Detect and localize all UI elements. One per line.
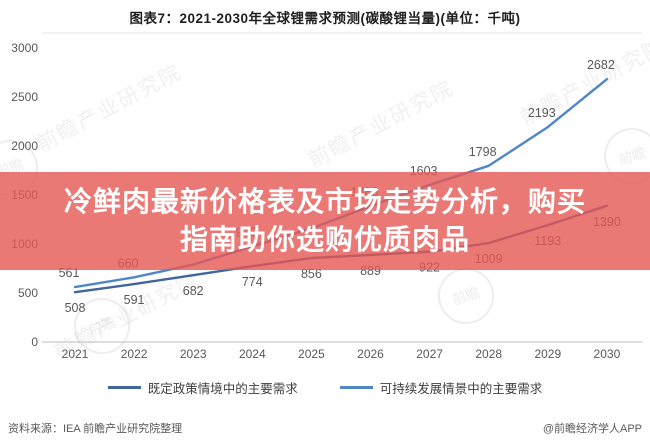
svg-text:2028: 2028: [475, 347, 502, 361]
legend-label: 既定政策情境中的主要需求: [147, 382, 298, 396]
promo-banner-line2: 指南助你选购优质肉品: [179, 224, 470, 255]
svg-text:2025: 2025: [298, 347, 325, 361]
legend-item-sustainable: 可持续发展情景中的主要需求: [339, 378, 543, 397]
chart-legend: 既定政策情境中的主要需求 可持续发展情景中的主要需求: [0, 378, 650, 397]
svg-text:591: 591: [124, 293, 145, 307]
svg-text:774: 774: [242, 275, 263, 289]
legend-line-swatch: [107, 386, 141, 389]
svg-text:2029: 2029: [534, 347, 561, 361]
svg-text:856: 856: [301, 267, 322, 281]
legend-line-swatch: [339, 386, 373, 389]
svg-text:500: 500: [18, 286, 38, 300]
svg-text:682: 682: [183, 284, 204, 298]
svg-text:0: 0: [31, 335, 38, 349]
source-note: 资料来源：IEA 前瞻产业研究院整理: [8, 423, 183, 435]
svg-text:3000: 3000: [11, 41, 38, 55]
svg-text:2500: 2500: [11, 90, 38, 104]
svg-text:2682: 2682: [587, 58, 615, 72]
promo-banner-line1: 冷鲜肉最新价格表及市场走势分析，购买: [63, 186, 586, 217]
svg-text:508: 508: [65, 301, 86, 315]
svg-text:2024: 2024: [239, 347, 266, 361]
chart-footer: 资料来源：IEA 前瞻产业研究院整理 @前瞻经济学人APP: [0, 420, 650, 436]
legend-item-stated-policies: 既定政策情境中的主要需求: [107, 378, 298, 397]
chart-title: 图表7：2021-2030年全球锂需求预测(碳酸锂当量)(单位：千吨): [129, 11, 521, 26]
promo-banner: 冷鲜肉最新价格表及市场走势分析，购买 指南助你选购优质肉品: [0, 172, 650, 270]
svg-text:2030: 2030: [594, 347, 621, 361]
legend-label: 可持续发展情景中的主要需求: [379, 382, 543, 396]
svg-text:2027: 2027: [416, 347, 443, 361]
svg-text:2000: 2000: [11, 139, 38, 153]
svg-text:2023: 2023: [180, 347, 207, 361]
svg-text:2193: 2193: [528, 106, 556, 120]
svg-text:2026: 2026: [357, 347, 384, 361]
svg-text:2021: 2021: [62, 347, 89, 361]
svg-text:1798: 1798: [469, 145, 497, 159]
svg-text:2022: 2022: [121, 347, 148, 361]
app-watermark: @前瞻经济学人APP: [542, 423, 642, 435]
